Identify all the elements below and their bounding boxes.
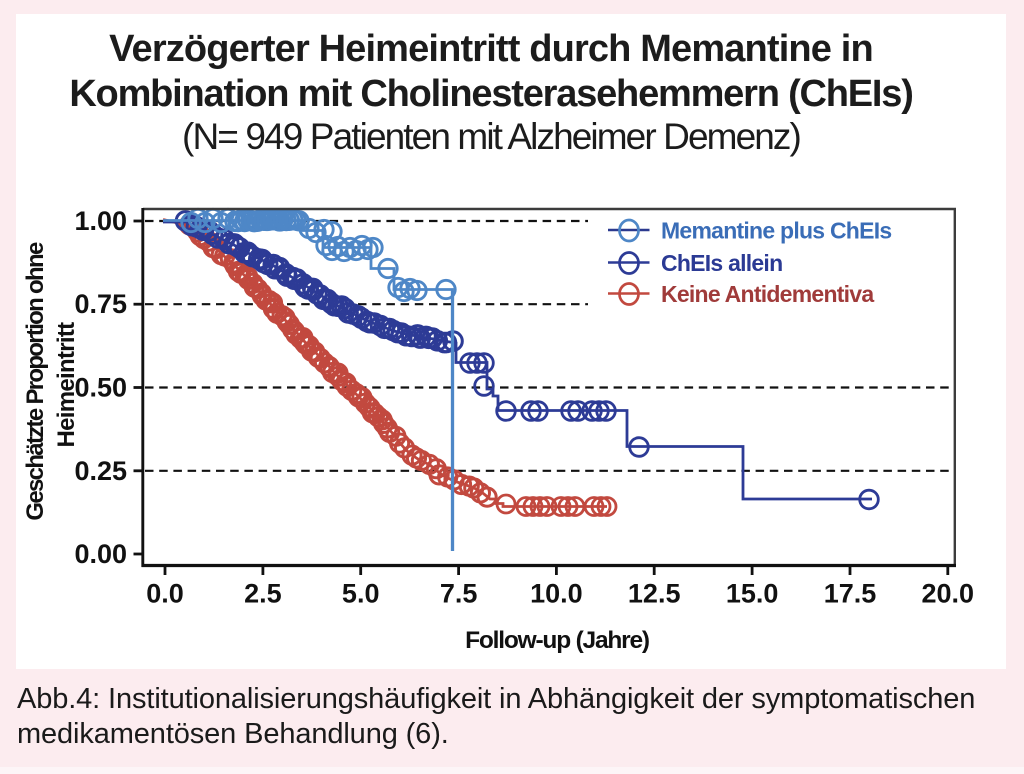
svg-text:0.75: 0.75 <box>74 289 127 319</box>
svg-text:10.0: 10.0 <box>530 579 583 609</box>
svg-text:Heimeintritt: Heimeintritt <box>53 322 80 448</box>
svg-text:2.5: 2.5 <box>244 579 282 609</box>
svg-text:12.5: 12.5 <box>628 579 681 609</box>
svg-text:0.0: 0.0 <box>146 579 184 609</box>
svg-text:Follow-up (Jahre): Follow-up (Jahre) <box>465 627 649 654</box>
svg-text:Geschätzte Proportion ohne: Geschätzte Proportion ohne <box>22 242 49 521</box>
svg-text:7.5: 7.5 <box>440 579 478 609</box>
svg-text:15.0: 15.0 <box>726 579 779 609</box>
svg-text:0.00: 0.00 <box>74 539 127 569</box>
svg-text:0.50: 0.50 <box>74 373 127 403</box>
svg-text:ChEIs allein: ChEIs allein <box>661 250 782 276</box>
svg-text:5.0: 5.0 <box>342 579 380 609</box>
svg-text:Memantine plus ChEIs: Memantine plus ChEIs <box>661 218 891 244</box>
svg-text:17.5: 17.5 <box>824 579 877 609</box>
svg-text:Keine Antidementiva: Keine Antidementiva <box>661 281 874 307</box>
svg-text:1.00: 1.00 <box>74 206 127 236</box>
svg-text:0.25: 0.25 <box>74 456 127 486</box>
svg-text:20.0: 20.0 <box>922 579 975 609</box>
